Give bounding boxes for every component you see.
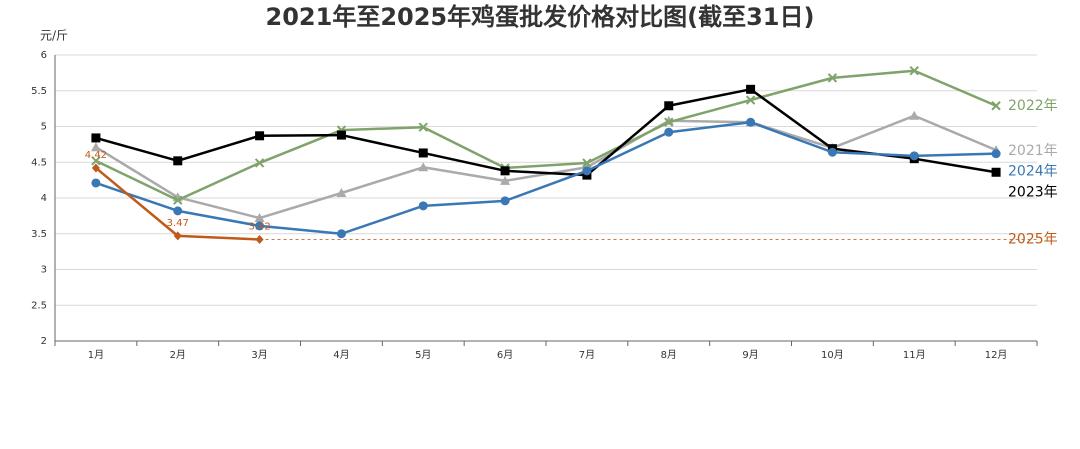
point [336, 130, 346, 140]
point [500, 196, 510, 206]
series-line [95, 88, 997, 177]
series-line [95, 114, 997, 220]
data-label: 3.42 [248, 221, 270, 232]
x-tick-label: 4月 [333, 349, 349, 361]
point [909, 151, 919, 161]
x-tick-label: 1月 [88, 349, 104, 361]
point [418, 122, 428, 132]
point [746, 84, 756, 94]
point [746, 117, 756, 127]
series-line [95, 69, 997, 202]
point [827, 73, 838, 83]
point [909, 66, 919, 76]
point [664, 117, 674, 127]
x-tick-label: 9月 [742, 349, 758, 361]
point [91, 133, 101, 143]
y-tick-label: 4.5 [31, 157, 47, 168]
y-tick-label: 2 [41, 336, 47, 347]
point [91, 178, 101, 188]
y-tick-label: 5.5 [31, 86, 47, 97]
point [91, 163, 100, 173]
data-label: 4.42 [85, 150, 107, 161]
legend-label: 2025年 [1008, 231, 1058, 247]
y-axis-label: 元/斤 [40, 29, 68, 43]
y-tick-label: 6 [41, 50, 47, 61]
point [254, 213, 265, 223]
point [173, 156, 183, 166]
point [582, 166, 592, 176]
point [418, 201, 428, 211]
point [173, 195, 183, 205]
legend-label: 2023年 [1008, 184, 1058, 200]
point [664, 101, 674, 111]
x-tick-label: 12月 [985, 349, 1008, 361]
point [991, 167, 1001, 177]
x-tick-label: 5月 [415, 349, 431, 361]
legend-label: 2022年 [1008, 98, 1058, 114]
chart-title: 2021年至2025年鸡蛋批发价格对比图(截至31日) [266, 3, 815, 31]
point [173, 231, 182, 241]
point [255, 234, 264, 244]
data-label: 3.47 [167, 218, 189, 229]
legend-label: 2024年 [1008, 164, 1058, 180]
x-tick-label: 6月 [497, 349, 513, 361]
point [991, 101, 1001, 111]
point [90, 142, 101, 152]
point [827, 147, 837, 157]
point [500, 175, 511, 185]
point [255, 221, 265, 231]
point [91, 156, 101, 166]
point [991, 149, 1001, 159]
y-tick-label: 4 [41, 193, 47, 204]
point [500, 166, 510, 176]
point [418, 162, 429, 172]
y-tick-label: 5 [41, 122, 47, 133]
x-tick-label: 3月 [251, 349, 267, 361]
series-line [95, 120, 997, 235]
legend-label: 2021年 [1008, 143, 1058, 159]
x-tick-label: 2月 [170, 349, 186, 361]
point [173, 206, 183, 216]
y-tick-label: 3 [41, 265, 47, 276]
point [336, 229, 346, 239]
point [745, 95, 756, 105]
point [582, 158, 592, 168]
y-tick-label: 2.5 [31, 300, 47, 311]
point [664, 127, 674, 137]
point [254, 158, 265, 168]
point [418, 148, 428, 158]
point [909, 110, 920, 120]
y-tick-label: 3.5 [31, 229, 47, 240]
x-tick-label: 7月 [579, 349, 595, 361]
x-tick-label: 11月 [903, 349, 926, 361]
point [255, 131, 265, 141]
point [336, 187, 347, 197]
x-tick-label: 8月 [661, 349, 677, 361]
x-tick-label: 10月 [821, 349, 844, 361]
